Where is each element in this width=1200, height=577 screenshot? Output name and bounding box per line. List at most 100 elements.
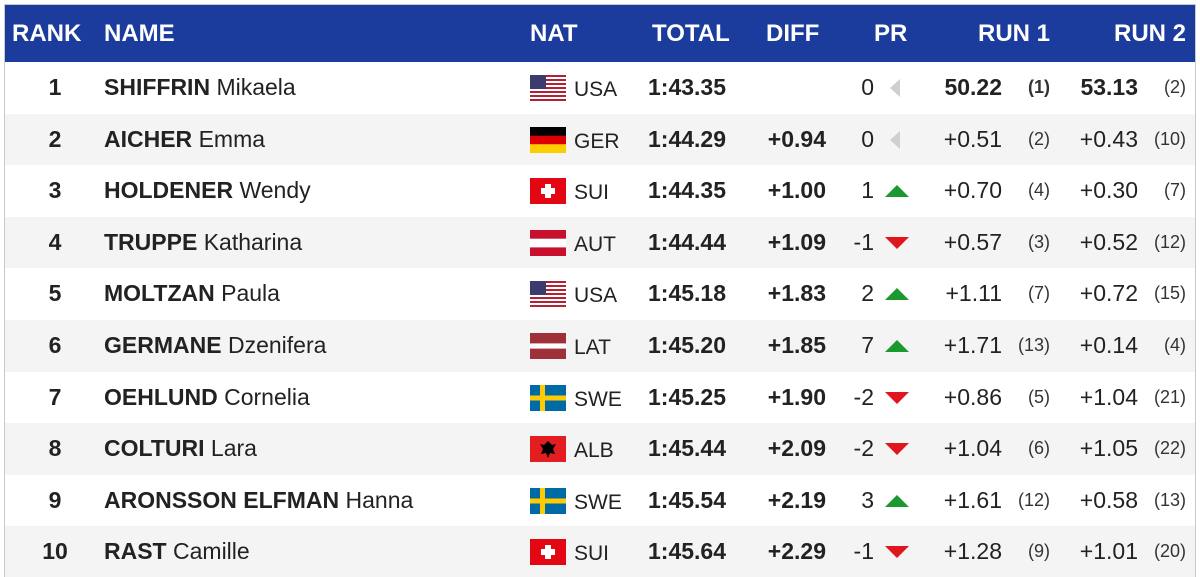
rank: 10: [42, 538, 68, 565]
rank: 7: [48, 383, 62, 410]
total-time: 1:45.44: [648, 435, 727, 462]
column-header: RUN 1: [977, 20, 1050, 47]
column-header: PR: [874, 20, 908, 47]
run1-time: +1.04: [943, 435, 1002, 462]
athlete-name: ARONSSON ELFMAN Hanna: [104, 475, 413, 527]
run2-time: 53.13: [1080, 74, 1138, 100]
run2-rank: (20): [1153, 541, 1186, 562]
firstname: Dzenifera: [227, 332, 327, 358]
total-time: 1:43.35: [648, 74, 727, 100]
result-row: 8 COLTURI Lara ALB 1:45.44 +2.09 -2 +1.04 (6) +1…: [5, 423, 1195, 475]
run1-time: +1.28: [943, 538, 1002, 565]
rank: 1: [48, 74, 62, 100]
run1-time: +0.57: [943, 228, 1002, 255]
position-change: -2: [853, 383, 874, 410]
total-time: 1:44.35: [648, 177, 727, 204]
run1-time: +0.70: [943, 177, 1002, 204]
firstname: Mikaela: [216, 74, 296, 100]
run2-rank: (2): [1164, 77, 1186, 97]
diff: +1.09: [767, 228, 826, 255]
athlete-name: OEHLUND Cornelia: [104, 372, 310, 424]
nation: LAT: [574, 336, 611, 359]
run2-time: +0.14: [1079, 332, 1138, 358]
athlete-name: RAST Camille: [104, 526, 250, 577]
firstname: Wendy: [239, 177, 311, 204]
run1-time: +0.51: [943, 125, 1002, 152]
athlete-name: AICHER Emma: [104, 114, 265, 166]
run1-rank: (2): [1028, 128, 1050, 149]
position-change: -1: [853, 538, 874, 565]
column-header: DIFF: [766, 20, 820, 47]
nation: USA: [574, 78, 618, 101]
position-change: 3: [861, 486, 874, 513]
run2-time: +1.04: [1079, 383, 1138, 410]
flag-icon: [530, 487, 566, 514]
run2-rank: (13): [1153, 489, 1186, 510]
firstname: Cornelia: [224, 383, 310, 410]
surname: AICHER: [104, 125, 193, 152]
trend-arrow: [885, 236, 909, 249]
total-time: 1:45.54: [648, 486, 727, 513]
column-header: NAT: [530, 20, 578, 47]
athlete-name: HOLDENER Wendy: [104, 165, 311, 217]
surname: SHIFFRIN: [104, 74, 211, 100]
run1-time: +1.11: [945, 280, 1003, 307]
athlete-name: SHIFFRIN Mikaela: [104, 62, 296, 114]
trend-arrow: [885, 288, 909, 301]
run1-rank: (6): [1028, 438, 1050, 459]
rank: 5: [48, 280, 62, 307]
nation: SWE: [574, 490, 622, 514]
run1-rank: (1): [1028, 77, 1050, 97]
run2-time: +0.30: [1079, 177, 1138, 204]
surname: GERMANE: [104, 332, 222, 358]
diff: +1.90: [767, 383, 826, 410]
surname: TRUPPE: [104, 228, 198, 255]
results-table: RANK NAME NAT TOTAL DIFF PR RUN 1 RUN 2 1 SHIFFR…: [4, 4, 1196, 577]
run2-rank: (15): [1153, 283, 1186, 304]
trend-arrow: [890, 79, 900, 97]
diff: +1.83: [767, 280, 826, 307]
flag-icon: [530, 75, 566, 101]
run1-rank: (13): [1017, 335, 1050, 355]
flag-icon: [530, 333, 566, 359]
nation: USA: [574, 284, 618, 308]
run2-time: +1.05: [1079, 435, 1138, 462]
run2-time: +1.01: [1079, 538, 1138, 565]
flag-icon: [530, 436, 566, 463]
run1-time: +0.86: [943, 383, 1002, 410]
surname: HOLDENER: [104, 177, 234, 204]
diff: +1.85: [767, 332, 826, 358]
column-header: RANK: [12, 20, 82, 47]
firstname: Paula: [221, 280, 280, 307]
diff: +0.94: [767, 125, 826, 152]
flag-icon: [530, 384, 566, 411]
diff: +1.00: [767, 177, 826, 204]
surname: OEHLUND: [104, 383, 218, 410]
total-time: 1:44.29: [648, 125, 727, 152]
rank: 3: [48, 177, 62, 204]
position-change: -1: [853, 228, 874, 255]
column-header: RUN 2: [1113, 20, 1186, 47]
run1-rank: (4): [1028, 180, 1050, 201]
column-header: NAME: [104, 20, 175, 47]
total-time: 1:45.18: [648, 280, 727, 307]
result-row: 3 HOLDENER Wendy SUI 1:44.35 +1.00 1 +0.70 (4) +…: [5, 165, 1195, 217]
flag-icon: [530, 281, 566, 308]
nation: SUI: [574, 542, 610, 566]
column-header: TOTAL: [652, 20, 730, 47]
trend-arrow: [885, 546, 909, 559]
trend-arrow: [885, 185, 909, 198]
firstname: Lara: [210, 435, 257, 462]
result-row: 9 ARONSSON ELFMAN Hanna SWE 1:45.54 +2.19 3 +1…: [5, 474, 1195, 527]
run2-rank: (4): [1164, 335, 1186, 355]
firstname: Katharina: [203, 228, 303, 255]
run2-rank: (10): [1153, 128, 1186, 149]
rank: 2: [48, 125, 62, 152]
run1-time: 50.22: [944, 74, 1002, 100]
run2-time: +0.52: [1079, 228, 1138, 255]
total-time: 1:44.44: [648, 228, 727, 255]
firstname: Hanna: [345, 486, 414, 513]
run1-rank: (9): [1028, 541, 1050, 562]
diff: +2.09: [767, 435, 826, 462]
total-time: 1:45.20: [648, 332, 727, 358]
